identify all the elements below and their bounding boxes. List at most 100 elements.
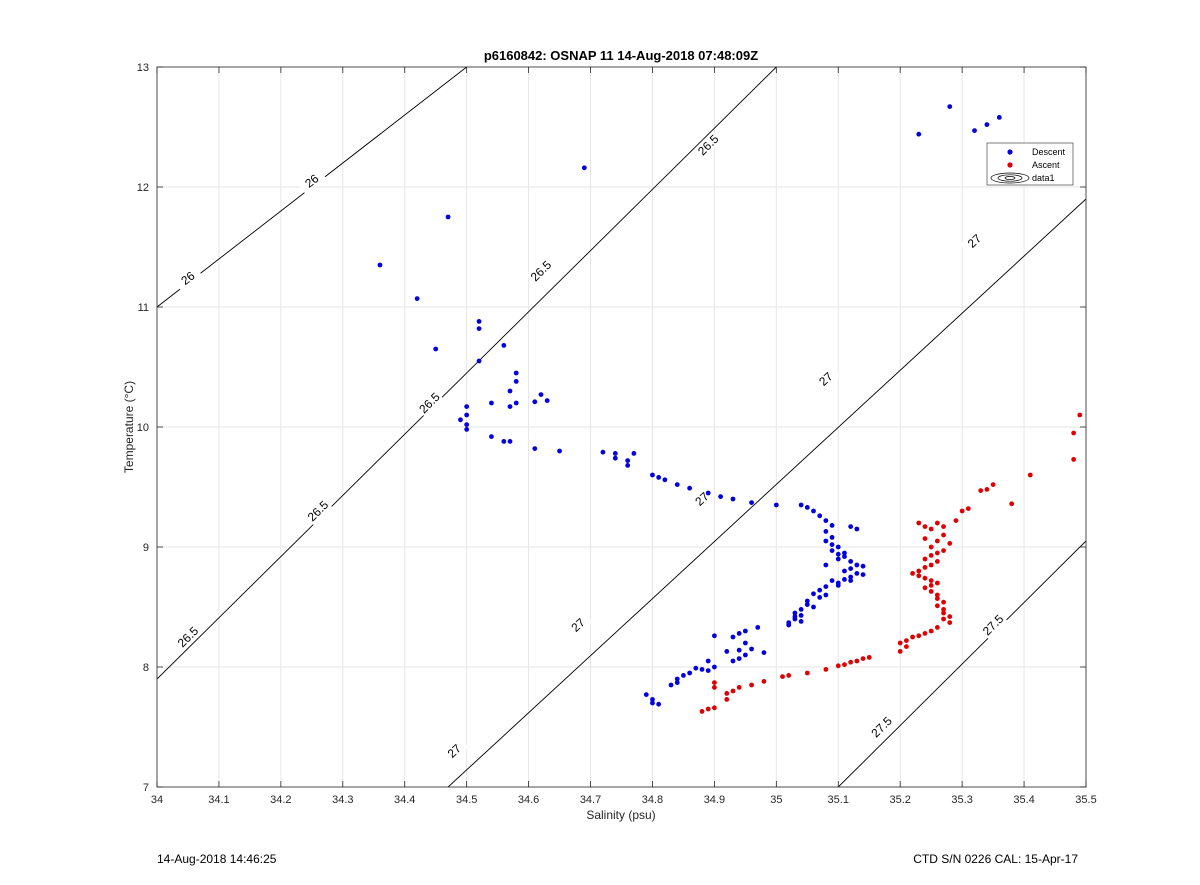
descent-point	[464, 427, 470, 432]
ascent-point	[947, 620, 953, 625]
descent-point	[835, 551, 841, 557]
descent-point	[464, 422, 470, 427]
isopycnal-label-bg	[415, 388, 444, 418]
y-tick-label: 11	[138, 302, 149, 314]
x-tick-label: 35.4	[1013, 794, 1034, 806]
descent-point	[625, 458, 631, 463]
ascent-point	[922, 631, 928, 636]
x-tick-label: 34.6	[518, 794, 539, 806]
descent-point	[848, 574, 854, 580]
ascent-point	[916, 633, 922, 639]
ascent-point	[903, 644, 909, 649]
ascent-point	[928, 544, 934, 550]
isopycnal-label-bg	[526, 256, 556, 286]
ascent-point	[934, 538, 940, 544]
x-tick-label: 34	[151, 794, 163, 806]
descent-point	[749, 500, 754, 505]
ascent-point	[941, 610, 946, 616]
descent-point	[798, 607, 804, 612]
descent-point	[842, 554, 847, 559]
ascent-point	[928, 583, 934, 588]
descent-point	[656, 701, 662, 707]
ascent-point	[959, 508, 965, 514]
ascent-point	[941, 616, 946, 622]
x-tick-label: 35.5	[1075, 794, 1096, 806]
descent-point	[476, 319, 482, 324]
ascent-point	[712, 680, 717, 685]
descent-point	[823, 562, 829, 568]
descent-point	[773, 502, 779, 508]
descent-point	[742, 640, 748, 646]
descent-point	[835, 544, 841, 550]
ascent-point	[928, 578, 934, 583]
descent-point	[804, 598, 810, 604]
ascent-point	[699, 709, 705, 714]
descent-point	[829, 578, 835, 583]
y-tick-label: 12	[137, 182, 149, 194]
ascent-point	[736, 685, 742, 690]
ascent-point	[916, 573, 922, 579]
isopycnal-label-bg	[173, 622, 203, 652]
legend-marker-contour	[990, 172, 1030, 184]
descent-point	[656, 475, 662, 480]
legend-marker-descent	[1007, 149, 1013, 155]
x-tick-label: 34.4	[394, 794, 415, 806]
descent-point	[761, 650, 767, 655]
descent-point	[414, 296, 420, 301]
descent-point	[625, 463, 631, 468]
descent-point	[612, 451, 618, 456]
ascent-point	[804, 670, 810, 676]
ascent-point	[780, 674, 785, 679]
descent-point	[712, 664, 717, 670]
descent-point	[823, 518, 829, 523]
ascent-point	[1071, 457, 1077, 462]
descent-point	[687, 670, 693, 676]
ascent-point	[922, 536, 928, 541]
descent-point	[860, 572, 866, 577]
descent-point	[804, 602, 810, 607]
footer-timestamp: 14-Aug-2018 14:46:25	[157, 852, 277, 866]
ascent-point	[990, 482, 996, 487]
isopycnal-label-bg	[960, 227, 989, 255]
legend-label-descent: Descent	[1032, 147, 1066, 157]
ascent-point	[941, 532, 946, 538]
descent-point	[848, 524, 854, 529]
ascent-point	[1009, 501, 1015, 507]
descent-point	[860, 563, 866, 569]
y-axis-label: Temperature (°C)	[122, 381, 136, 473]
descent-point	[445, 214, 451, 220]
x-tick-label: 35.1	[828, 794, 849, 806]
ascent-point	[934, 625, 940, 630]
x-tick-label: 35.2	[889, 794, 910, 806]
legend-label-ascent: Ascent	[1032, 160, 1060, 170]
descent-point	[464, 412, 470, 418]
descent-point	[842, 568, 847, 574]
descent-point	[736, 631, 742, 636]
ascent-point	[730, 688, 736, 694]
descent-point	[668, 682, 674, 688]
ascent-point	[922, 565, 928, 570]
descent-point	[947, 104, 953, 109]
descent-point	[650, 700, 655, 706]
descent-point	[532, 446, 538, 451]
descent-point	[854, 562, 860, 568]
ascent-point	[941, 607, 946, 612]
descent-point	[730, 634, 736, 640]
descent-point	[842, 550, 847, 556]
isopycnal-line	[157, 67, 777, 680]
descent-point	[829, 542, 835, 547]
descent-point	[811, 604, 816, 610]
ascent-point	[910, 634, 915, 640]
x-tick-label: 35.3	[951, 794, 972, 806]
descent-point	[433, 346, 439, 352]
descent-point	[829, 548, 835, 553]
ascent-point	[934, 520, 940, 526]
descent-point	[712, 633, 717, 639]
ascent-point	[928, 562, 934, 568]
x-tick-label: 34.9	[704, 794, 725, 806]
descent-point	[804, 505, 810, 510]
ascent-point	[922, 524, 928, 529]
ascent-point	[1071, 430, 1077, 436]
ascent-point	[916, 568, 922, 574]
isopycnal-label-bg	[978, 610, 1008, 640]
